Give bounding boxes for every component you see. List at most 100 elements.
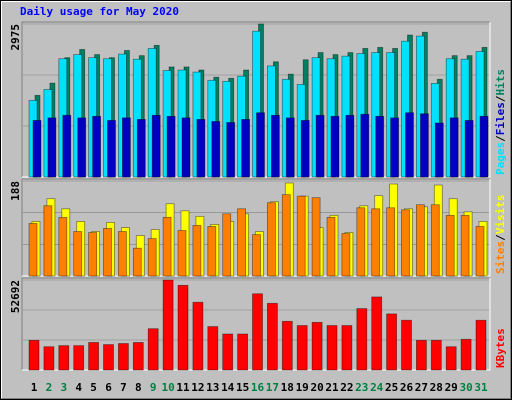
- x-tick-label: 23: [355, 381, 368, 394]
- bar: [222, 213, 232, 277]
- bar: [162, 279, 174, 371]
- bar: [341, 325, 353, 371]
- bar: [211, 121, 221, 178]
- bar: [390, 117, 400, 178]
- x-tick-label: 31: [474, 381, 488, 394]
- legend-entry: Sites: [494, 241, 507, 274]
- x-tick-label: 25: [385, 381, 398, 394]
- bar: [296, 325, 308, 371]
- bar: [356, 207, 366, 277]
- bar: [177, 230, 187, 277]
- x-tick-label: 16: [251, 381, 265, 394]
- bar: [281, 194, 291, 277]
- legend: KBytes: [494, 328, 507, 368]
- bar: [460, 338, 472, 371]
- x-tick-label: 6: [105, 381, 112, 394]
- bar: [460, 214, 470, 277]
- x-tick-label: 18: [281, 381, 294, 394]
- x-tick-label: 30: [459, 381, 472, 394]
- legend-entry: Hits: [494, 69, 507, 96]
- bar: [300, 120, 310, 178]
- x-tick-label: 27: [415, 381, 428, 394]
- x-tick-label: 1: [31, 381, 38, 394]
- bar: [181, 117, 191, 178]
- x-tick-label: 2: [46, 381, 53, 394]
- bar: [132, 247, 142, 277]
- y-tick-label: 188: [9, 181, 22, 201]
- bar: [43, 205, 53, 277]
- bar: [73, 345, 85, 371]
- bar: [449, 117, 459, 178]
- legend: Sites/Visits: [494, 195, 507, 275]
- panel-edge: [21, 178, 490, 276]
- bar: [62, 114, 72, 178]
- bar: [330, 115, 340, 178]
- legend-entry: KBytes: [494, 328, 507, 368]
- legend-entry: Files: [494, 102, 507, 135]
- x-tick-label: 22: [340, 381, 353, 394]
- bar: [88, 342, 99, 371]
- bar: [58, 216, 68, 277]
- legend-separator: /: [494, 95, 507, 102]
- x-tick-label: 12: [191, 381, 204, 394]
- bar: [151, 114, 161, 178]
- bar: [207, 226, 217, 277]
- y-tick-label: 2975: [9, 24, 22, 51]
- x-tick-label: 21: [325, 381, 339, 394]
- x-tick-label: 7: [120, 381, 127, 394]
- x-tick-label: 14: [221, 381, 235, 394]
- bar: [32, 120, 42, 178]
- bar: [73, 231, 83, 277]
- x-tick-label: 13: [206, 381, 219, 394]
- bar: [326, 325, 338, 371]
- x-tick-label: 9: [150, 381, 157, 394]
- bar: [356, 308, 368, 371]
- bar: [386, 313, 398, 371]
- x-tick-label: 10: [161, 381, 174, 394]
- bar: [237, 333, 249, 371]
- bar: [58, 345, 70, 371]
- bar: [147, 238, 157, 277]
- bar: [415, 204, 425, 277]
- bar: [419, 113, 429, 178]
- bar: [401, 209, 410, 277]
- bar: [226, 122, 236, 178]
- bar: [475, 319, 487, 371]
- bar: [177, 284, 189, 371]
- bar: [118, 231, 127, 277]
- x-tick-label: 26: [400, 381, 414, 394]
- bar: [88, 232, 97, 277]
- bar: [222, 333, 234, 371]
- bar: [311, 321, 323, 371]
- bar: [252, 293, 263, 371]
- bar: [266, 202, 276, 277]
- bar: [415, 339, 427, 371]
- bar: [196, 119, 206, 178]
- bar: [270, 114, 280, 178]
- bar: [103, 228, 112, 277]
- bar: [464, 120, 474, 178]
- bar: [315, 114, 325, 178]
- bar: [256, 112, 265, 178]
- x-tick-label: 4: [75, 381, 82, 394]
- bar: [132, 342, 144, 371]
- x-tick-label: 5: [90, 381, 97, 394]
- bar: [43, 346, 55, 371]
- legend-entry: Visits: [494, 195, 507, 235]
- x-tick-label: 8: [135, 381, 142, 394]
- bar: [285, 117, 295, 178]
- bar: [207, 326, 219, 371]
- bar: [237, 208, 247, 277]
- bar: [118, 343, 129, 371]
- bar: [192, 225, 202, 277]
- bar: [479, 115, 489, 178]
- bar: [192, 301, 204, 371]
- bar: [28, 339, 40, 371]
- bar: [371, 208, 381, 277]
- x-tick-label: 17: [266, 381, 279, 394]
- panel-edge: [21, 21, 490, 177]
- bar: [360, 113, 370, 178]
- bar: [28, 223, 38, 277]
